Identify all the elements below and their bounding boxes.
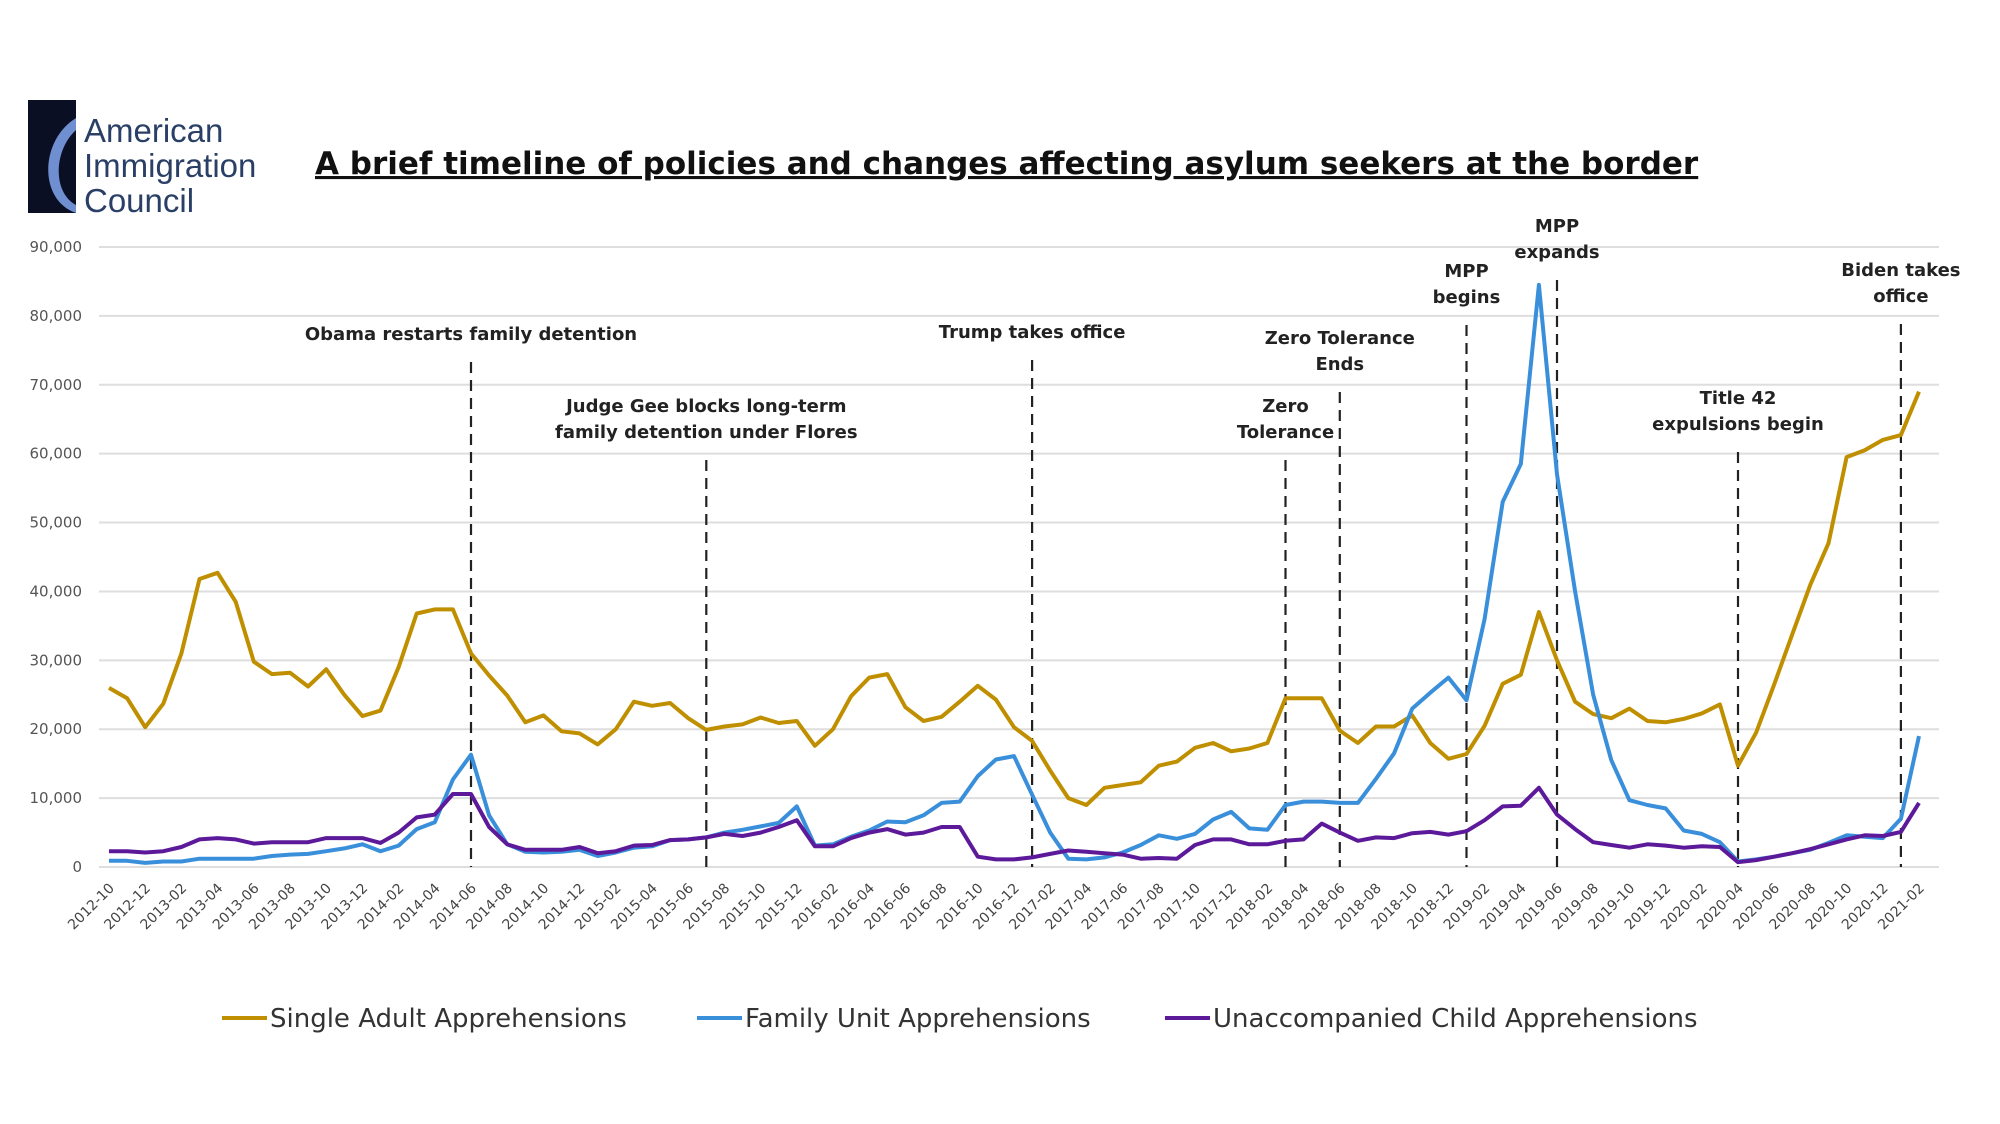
annotation-label: family detention under Flores [555, 422, 858, 443]
series-lines [108, 282, 1921, 865]
gridlines [99, 246, 1939, 868]
y-tick-label: 0 [72, 858, 82, 876]
y-tick-label: 60,000 [30, 445, 83, 463]
legend-label: Single Adult Apprehensions [270, 1004, 627, 1034]
annotation-label: expands [1514, 242, 1599, 263]
logo: American Immigration Council [28, 100, 256, 219]
y-tick-label: 20,000 [30, 720, 83, 738]
logo-line-1: American [84, 112, 223, 149]
annotation-label: Zero Tolerance [1265, 328, 1415, 349]
y-axis: 0 10,000 20,000 30,000 40,000 50,000 60,000 70,… [30, 238, 83, 876]
annotation-label: Title 42 [1700, 388, 1777, 409]
series-line-0 [108, 390, 1921, 807]
annotation-label: Tolerance [1237, 422, 1334, 443]
logo-line-2: Immigration [84, 147, 256, 184]
annotation-label: MPP [1535, 216, 1579, 237]
annotation-label: Biden takes [1841, 260, 1960, 281]
y-tick-label: 70,000 [30, 376, 83, 394]
annotation-label: office [1873, 286, 1928, 307]
legend-label: Unaccompanied Child Apprehensions [1213, 1004, 1698, 1034]
x-axis: 2012-102012-122013-022013-042013-062013-… [65, 880, 1928, 933]
y-tick-label: 30,000 [30, 651, 83, 669]
legend-label: Family Unit Apprehensions [745, 1004, 1091, 1034]
annotation-label: Obama restarts family detention [305, 324, 637, 345]
annotation-label: Ends [1315, 354, 1364, 375]
y-tick-label: 10,000 [30, 789, 83, 807]
annotation-label: MPP [1444, 261, 1488, 282]
y-tick-label: 50,000 [30, 514, 83, 532]
annotation-label: Judge Gee blocks long-term [564, 396, 846, 417]
annotations: Obama restarts family detention Judge Gee… [305, 216, 1961, 867]
series-line-2 [109, 785, 1921, 865]
logo-line-3: Council [84, 182, 194, 219]
y-tick-label: 90,000 [30, 238, 83, 256]
chart-title: A brief timeline of policies and changes… [315, 146, 1699, 182]
annotation-label: Zero [1262, 396, 1309, 417]
annotation-label: begins [1433, 287, 1501, 308]
annotation-label: Trump takes office [939, 322, 1126, 343]
y-tick-label: 80,000 [30, 307, 83, 325]
y-tick-label: 40,000 [30, 582, 83, 600]
series-line-1 [109, 282, 1921, 865]
logo-swoosh [48, 118, 76, 213]
legend: Single Adult Apprehensions Family Unit Ap… [222, 1004, 1698, 1034]
annotation-label: expulsions begin [1652, 414, 1824, 435]
